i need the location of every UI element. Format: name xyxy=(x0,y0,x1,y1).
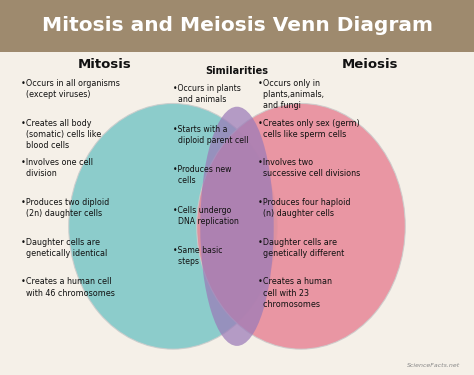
Text: •Daughter cells are
  genetically different: •Daughter cells are genetically differen… xyxy=(258,238,345,258)
Text: Mitosis and Meiosis Venn Diagram: Mitosis and Meiosis Venn Diagram xyxy=(42,16,432,35)
Ellipse shape xyxy=(69,104,277,349)
Text: •Produces new
  cells: •Produces new cells xyxy=(173,165,231,186)
Text: •Occurs in all organisms
  (except viruses): •Occurs in all organisms (except viruses… xyxy=(21,79,120,99)
Text: Similarities: Similarities xyxy=(206,66,268,76)
Text: •Same basic
  steps: •Same basic steps xyxy=(173,246,222,267)
Text: •Involves two
  successive cell divisions: •Involves two successive cell divisions xyxy=(258,158,361,178)
Text: •Creates only sex (germ)
  cells like sperm cells: •Creates only sex (germ) cells like sper… xyxy=(258,118,360,139)
Text: •Produces two diploid
  (2n) daughter cells: •Produces two diploid (2n) daughter cell… xyxy=(21,198,109,218)
FancyBboxPatch shape xyxy=(0,0,474,52)
Ellipse shape xyxy=(197,104,405,349)
Text: •Daughter cells are
  genetically identical: •Daughter cells are genetically identica… xyxy=(21,238,108,258)
Text: Mitosis: Mitosis xyxy=(77,58,131,71)
Text: •Creates a human
  cell with 23
  chromosomes: •Creates a human cell with 23 chromosome… xyxy=(258,278,332,309)
Text: •Cells undergo
  DNA replication: •Cells undergo DNA replication xyxy=(173,206,239,226)
Text: •Starts with a
  diploid parent cell: •Starts with a diploid parent cell xyxy=(173,125,248,145)
Text: Meiosis: Meiosis xyxy=(341,58,398,71)
Text: •Occurs only in
  plants,animals,
  and fungi: •Occurs only in plants,animals, and fung… xyxy=(258,79,324,110)
Text: •Occurs in plants
  and animals: •Occurs in plants and animals xyxy=(173,84,241,105)
Text: •Involves one cell
  division: •Involves one cell division xyxy=(21,158,93,178)
Text: •Produces four haploid
  (n) daughter cells: •Produces four haploid (n) daughter cell… xyxy=(258,198,351,218)
Ellipse shape xyxy=(200,107,274,346)
Text: •Creates all body
  (somatic) cells like
  blood cells: •Creates all body (somatic) cells like b… xyxy=(21,118,101,150)
Text: ScienceFacts.net: ScienceFacts.net xyxy=(407,363,460,368)
Text: •Creates a human cell
  with 46 chromosomes: •Creates a human cell with 46 chromosome… xyxy=(21,278,115,298)
